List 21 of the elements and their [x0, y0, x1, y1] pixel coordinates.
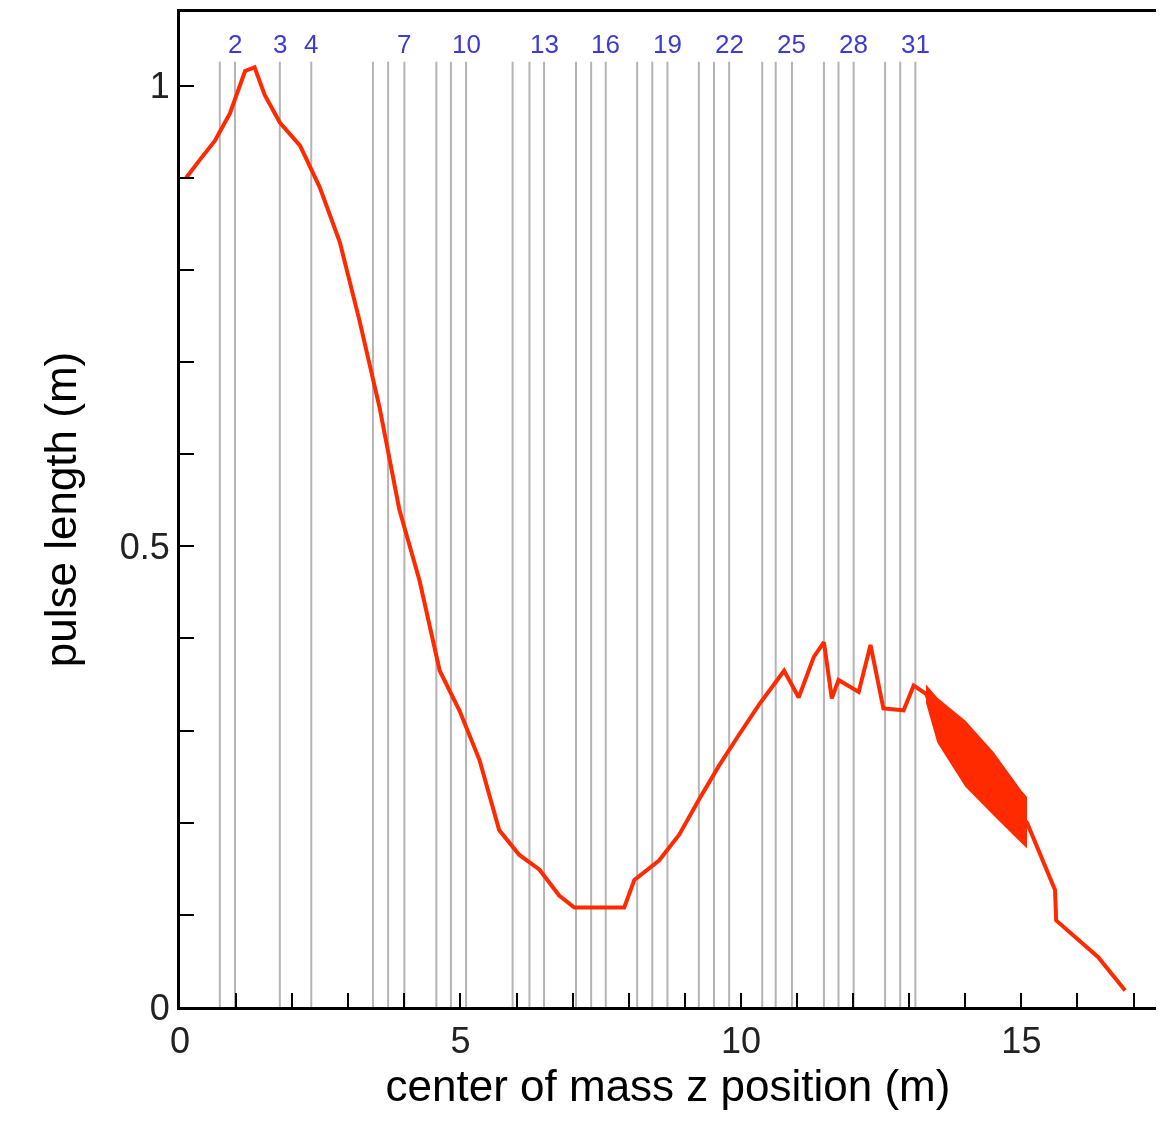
x-axis-title: center of mass z position (m)	[385, 1061, 951, 1111]
annotation: 19	[653, 29, 682, 59]
annotation: 13	[530, 29, 559, 59]
annotation: 3	[273, 29, 288, 59]
y-tick-label: 0	[149, 986, 170, 1028]
annotation: 25	[777, 29, 806, 59]
annotation: 7	[397, 29, 412, 59]
x-tick-label: 15	[1001, 1020, 1042, 1062]
y-tick-label: 1	[149, 65, 170, 107]
y-axis-title: pulse length (m)	[35, 351, 85, 668]
annotation: 16	[591, 29, 620, 59]
annotation: 28	[839, 29, 868, 59]
annotation: 31	[901, 29, 930, 59]
x-tick-label: 10	[720, 1020, 761, 1062]
annotation: 10	[452, 29, 481, 59]
annotation: 22	[715, 29, 744, 59]
line-series	[184, 65, 1128, 993]
annotation: 4	[304, 29, 319, 59]
annotation: 2	[228, 29, 243, 59]
x-tick-label: 5	[450, 1020, 471, 1062]
y-tick-label: 0.5	[119, 525, 170, 567]
